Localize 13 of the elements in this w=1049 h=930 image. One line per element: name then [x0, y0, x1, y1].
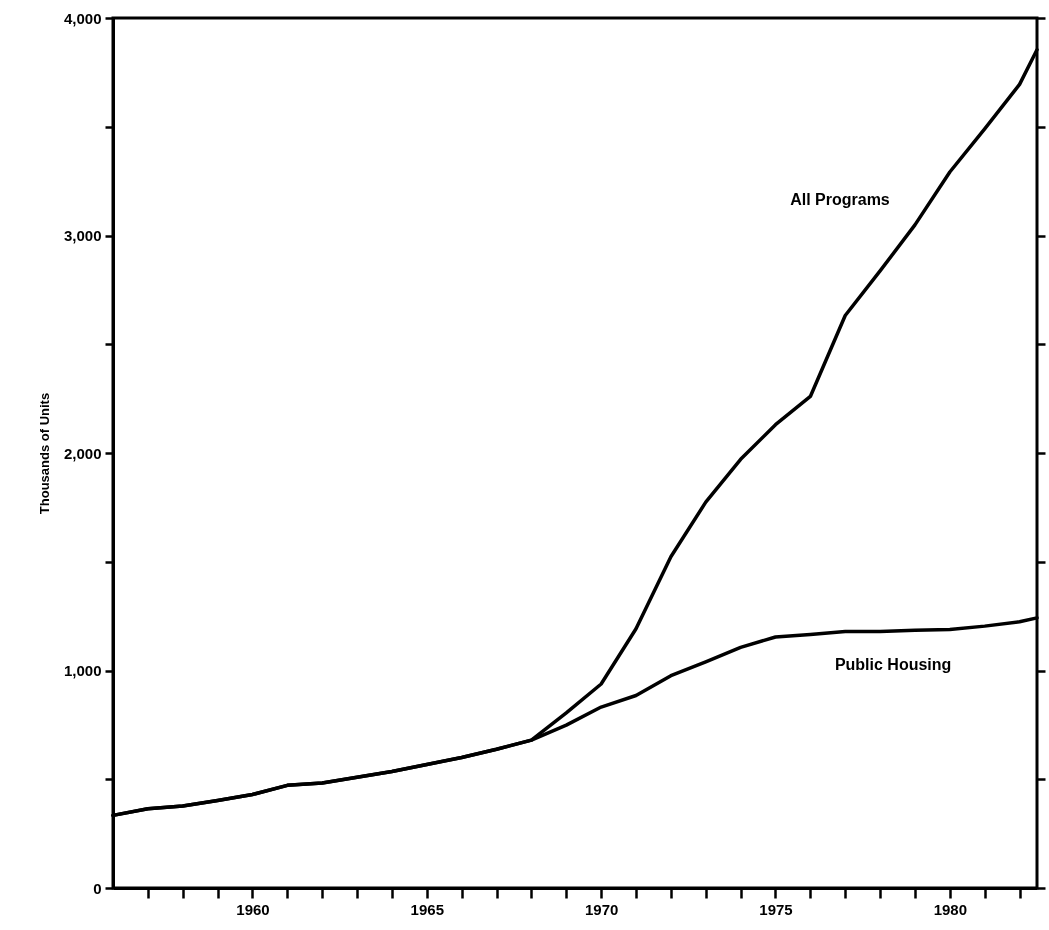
x-tick-label: 1965 [410, 900, 444, 918]
y-tick-label: 0 [93, 879, 102, 897]
series-label: Public Housing [834, 655, 952, 673]
y-tick-label: 1,000 [63, 662, 102, 679]
y-tick-label: 2,000 [63, 444, 102, 462]
x-tick-label: 1960 [236, 900, 270, 918]
x-tick-label: 1975 [759, 900, 793, 918]
x-tick-label: 1970 [584, 900, 619, 918]
y-axis-title: Thousands of Units [36, 392, 52, 515]
x-tick-label: 1980 [933, 900, 968, 918]
series-label: All Programs [790, 190, 890, 208]
y-tick-label: 3,000 [63, 227, 102, 244]
y-tick-label: 4,000 [63, 9, 102, 27]
